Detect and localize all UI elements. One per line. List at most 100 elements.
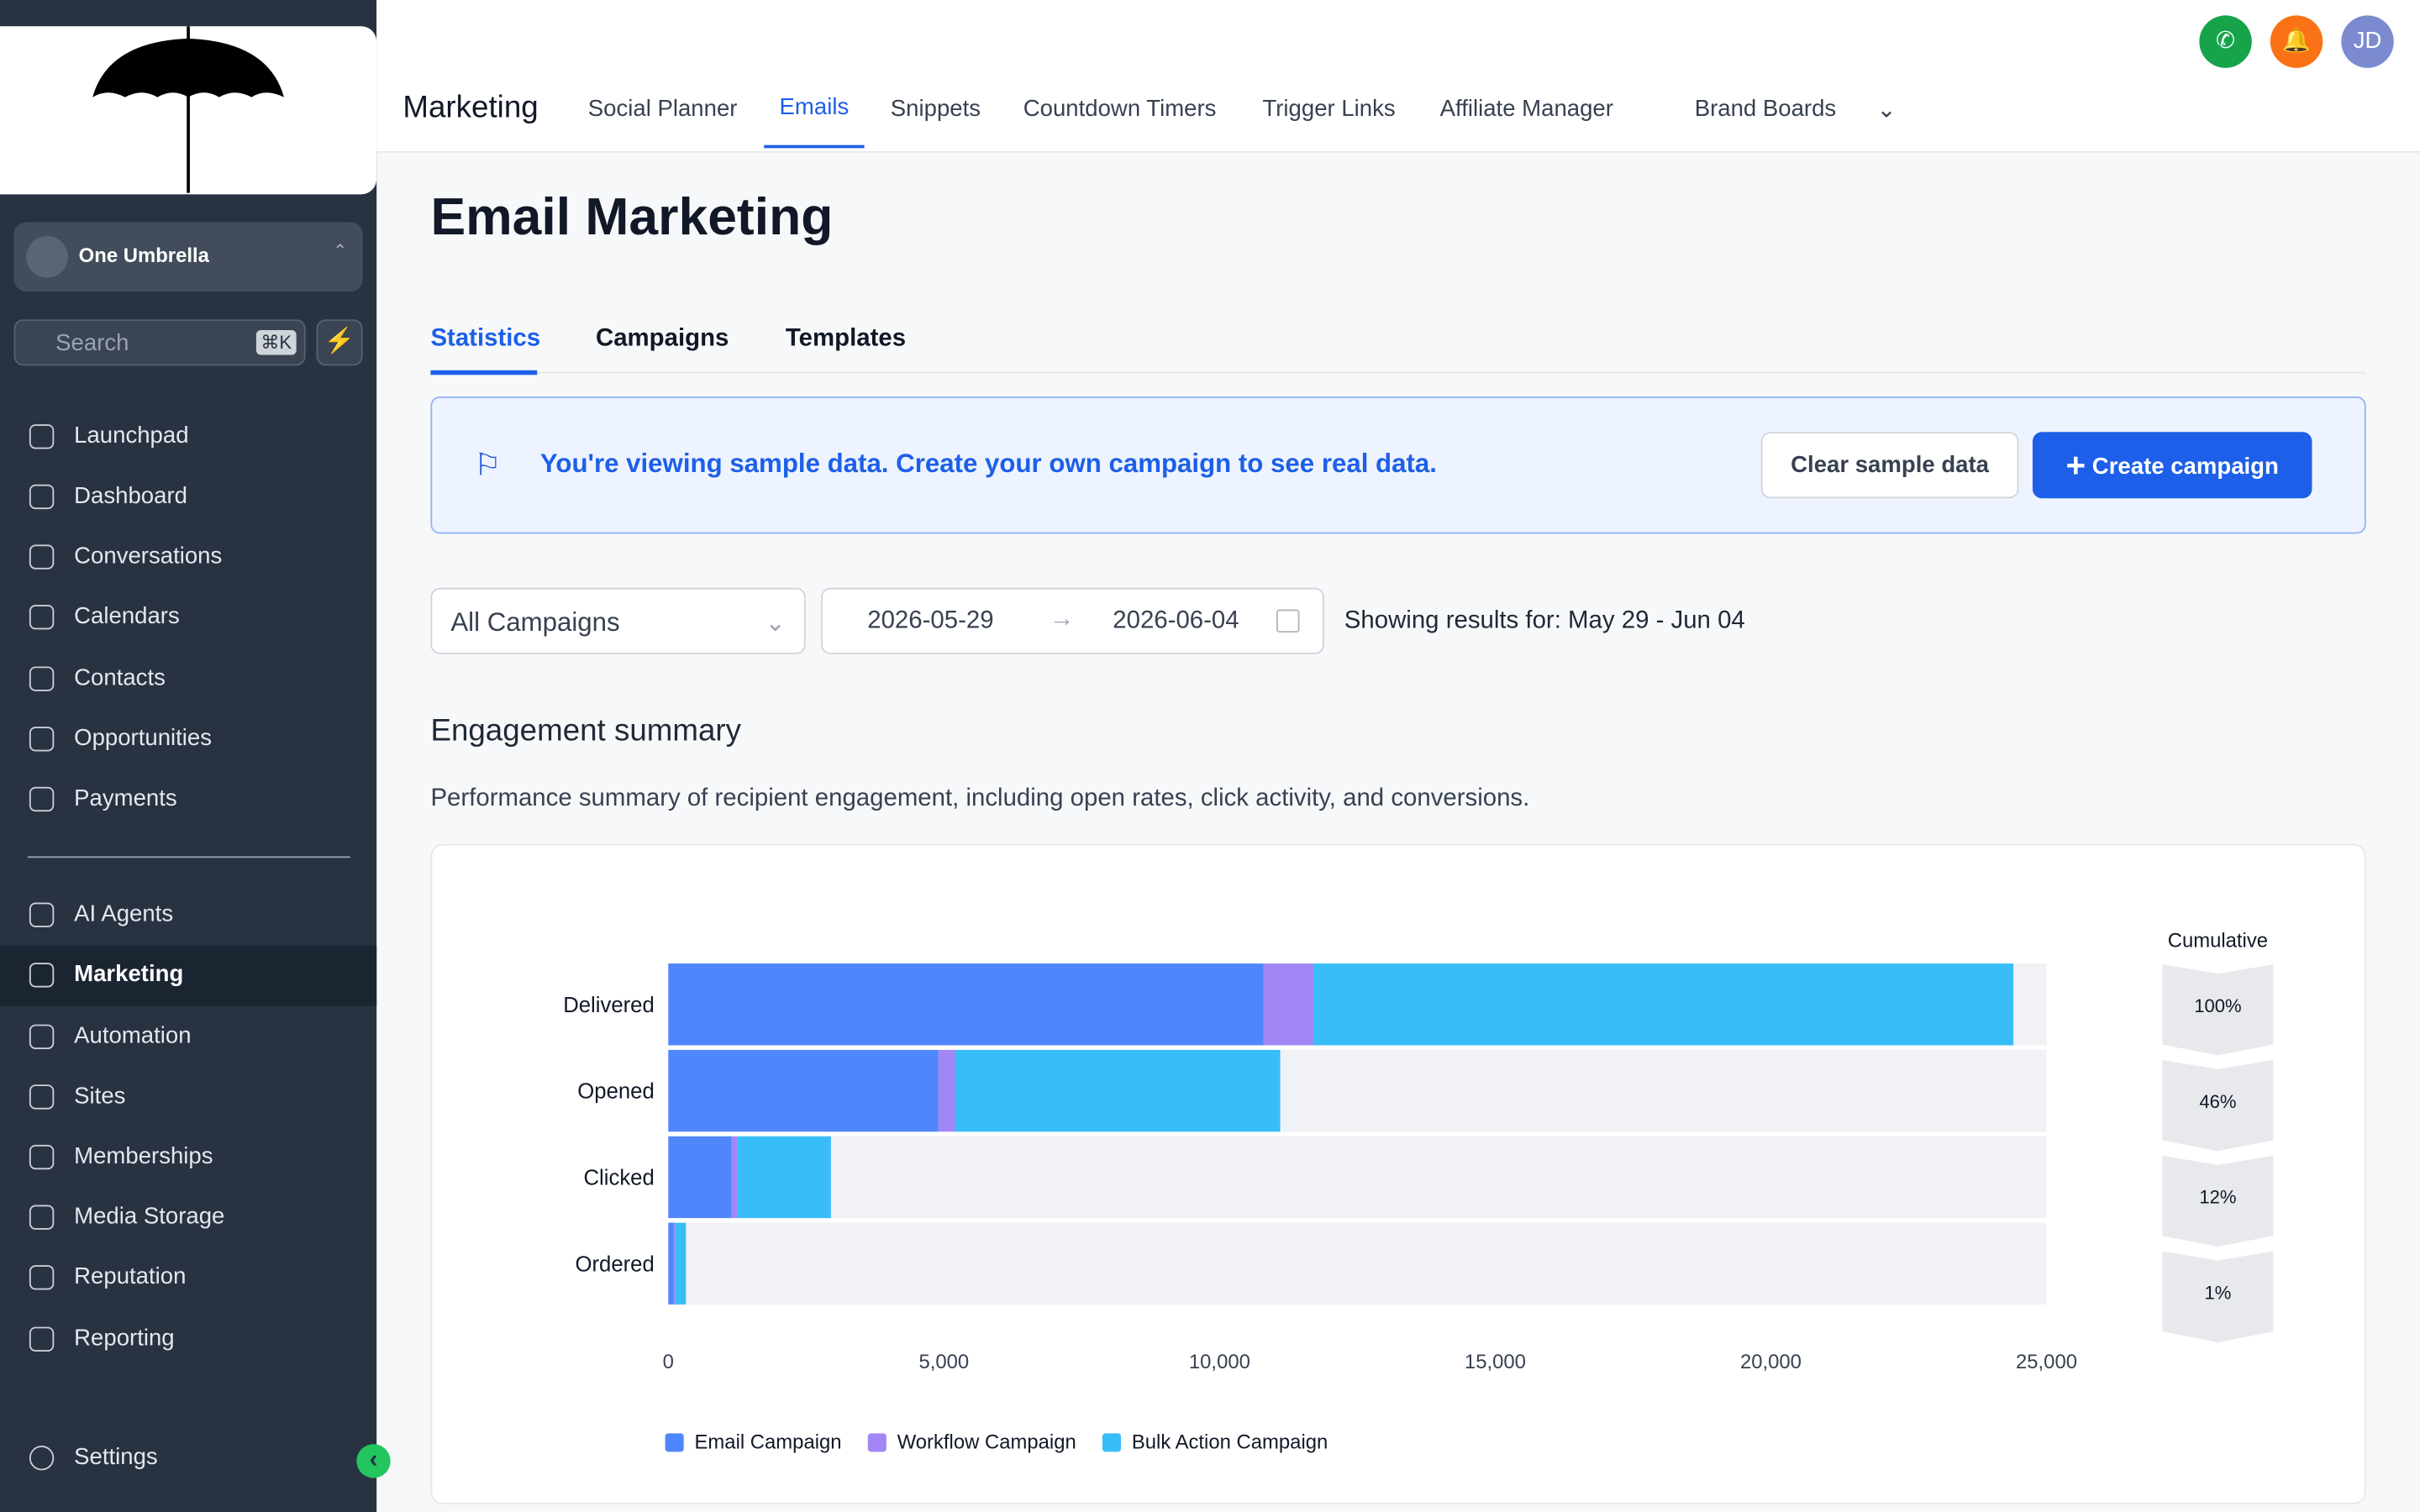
campaign-filter-value: All Campaigns — [450, 607, 620, 638]
sidebar: One Umbrella ⌃ Search ⌘K ⚡ ‹ Launchpad Da… — [0, 0, 391, 1512]
chevron: ⌃ — [333, 242, 348, 261]
nav-item[interactable]: Calendars — [74, 603, 180, 630]
bar-segment — [938, 1049, 955, 1132]
page-tab[interactable]: Templates — [785, 325, 907, 352]
tab-indicator — [430, 370, 538, 375]
nav-icon — [29, 1326, 55, 1352]
cumulative-tile — [2162, 1251, 2274, 1342]
logo-image — [92, 26, 284, 193]
nav-icon — [29, 786, 55, 812]
legend-swatch — [665, 1433, 684, 1452]
nav-icon — [29, 424, 55, 449]
cumulative-label: 1% — [2204, 1283, 2231, 1304]
account-switcher[interactable]: One Umbrella ⌃ — [13, 222, 363, 292]
phone-button[interactable]: ✆ — [2199, 15, 2252, 68]
top-tab[interactable]: Snippets — [890, 95, 981, 123]
create-campaign-button[interactable]: + Create campaign — [2032, 432, 2312, 499]
section-description: Performance summary of recipient engagem… — [430, 785, 1530, 812]
arrow: → — [1049, 606, 1075, 633]
bar-segment — [731, 1136, 738, 1219]
nav-item[interactable]: Marketing — [74, 961, 184, 988]
collapse-button[interactable]: ‹ — [356, 1444, 391, 1478]
nav-icon — [29, 1144, 55, 1170]
nav-item[interactable]: Sites — [74, 1083, 126, 1110]
quick-action[interactable]: ⚡ — [316, 319, 363, 366]
nav-item[interactable]: Automation — [74, 1022, 192, 1049]
chart-card: Delivered Opened Clicked Ordered 0 5,000 10,00… — [430, 843, 2366, 1504]
cumulative-label: 12% — [2199, 1187, 2236, 1208]
top-tab[interactable]: Trigger Links — [1262, 95, 1396, 123]
account-name: One Umbrella — [78, 244, 209, 267]
nav-item[interactable]: AI Agents — [74, 900, 174, 927]
search-placeholder: Search — [55, 330, 129, 357]
page-title: Email Marketing — [430, 188, 834, 247]
x-tick-label: 20,000 — [1740, 1351, 1802, 1373]
search[interactable]: Search ⌘K — [13, 319, 306, 366]
results-text: Showing results for: May 29 - Jun 04 — [1344, 607, 1745, 634]
date-range[interactable]: 2026-05-29 → 2026-06-04 — [821, 587, 1324, 654]
nav-item[interactable]: Opportunities — [74, 725, 213, 752]
nav-item[interactable]: Conversations — [74, 543, 223, 570]
nav-item[interactable]: Contacts — [74, 664, 166, 691]
nav-icon — [29, 666, 55, 691]
top-tab[interactable]: ⌄ — [1876, 97, 1897, 123]
dropdown-arrow: ⌄ — [765, 611, 786, 638]
nav-item[interactable]: Reporting — [74, 1325, 175, 1352]
x-tick-label: 5,000 — [918, 1351, 969, 1373]
nav-item[interactable]: Media Storage — [74, 1203, 225, 1230]
create-campaign-label: Create campaign — [2091, 454, 2279, 480]
bar-segment — [737, 1136, 831, 1219]
x-tick-label: 25,000 — [2016, 1351, 2077, 1373]
page-tab[interactable]: Statistics — [430, 325, 541, 352]
active-nav-bg — [0, 945, 377, 1006]
nav-icon — [29, 544, 55, 570]
nav-icon — [29, 1024, 55, 1049]
bar-segment — [1313, 963, 2014, 1046]
nav-icon — [29, 1446, 55, 1471]
nav-icon — [29, 1205, 55, 1230]
category-label: Opened — [577, 1080, 654, 1104]
bar-segment — [668, 1049, 939, 1132]
x-tick-label: 0 — [663, 1351, 674, 1373]
plus-icon: + — [2065, 445, 2086, 485]
page-tab[interactable]: Campaigns — [595, 325, 729, 352]
bar-segment — [668, 963, 1264, 1046]
top-tab[interactable]: Affiliate Manager — [1439, 95, 1613, 123]
cumulative-tile — [2162, 1059, 2274, 1152]
bar-track — [668, 1136, 2047, 1219]
cumulative-label: 100% — [2194, 995, 2241, 1016]
date-to: 2026-06-04 — [1113, 607, 1239, 634]
bar-segment — [673, 1222, 676, 1305]
nav-item[interactable]: Dashboard — [74, 482, 187, 510]
clear-sample-button[interactable]: Clear sample data — [1760, 432, 2019, 499]
cumulative-label: 46% — [2199, 1091, 2236, 1112]
campaign-filter[interactable]: All Campaigns ⌄ — [430, 587, 806, 654]
nav-icon — [29, 605, 55, 630]
nav-item[interactable]: Settings — [74, 1444, 158, 1471]
divider — [28, 856, 350, 858]
nav-item[interactable]: Payments — [74, 785, 177, 812]
cumulative-tile — [2162, 1155, 2274, 1247]
top-tab[interactable]: Brand Boards — [1694, 95, 1837, 123]
bar-segment — [955, 1049, 1281, 1132]
nav-icon — [29, 1084, 55, 1110]
avatar[interactable]: JD — [2341, 15, 2394, 68]
x-tick-label: 10,000 — [1189, 1351, 1250, 1373]
legend-label: Workflow Campaign — [897, 1431, 1076, 1454]
top-tab[interactable]: Social Planner — [587, 95, 738, 123]
legend-swatch — [867, 1433, 886, 1452]
nav-item[interactable]: Memberships — [74, 1143, 213, 1170]
bar-segment — [668, 1136, 732, 1219]
category-label: Delivered — [563, 994, 655, 1017]
nav-icon — [29, 902, 55, 927]
banner-text: You're viewing sample data. Create your … — [539, 449, 1437, 479]
nav-item[interactable]: Reputation — [74, 1263, 187, 1290]
top-tab[interactable]: Countdown Timers — [1023, 95, 1217, 123]
legend-swatch — [1102, 1433, 1122, 1452]
top-tab[interactable]: Emails — [779, 94, 850, 121]
logo — [0, 26, 377, 195]
x-tick-label: 15,000 — [1465, 1351, 1526, 1373]
notifications-button[interactable]: 🔔 — [2270, 15, 2323, 68]
nav-item[interactable]: Launchpad — [74, 423, 189, 449]
nav-icon — [29, 1265, 55, 1290]
